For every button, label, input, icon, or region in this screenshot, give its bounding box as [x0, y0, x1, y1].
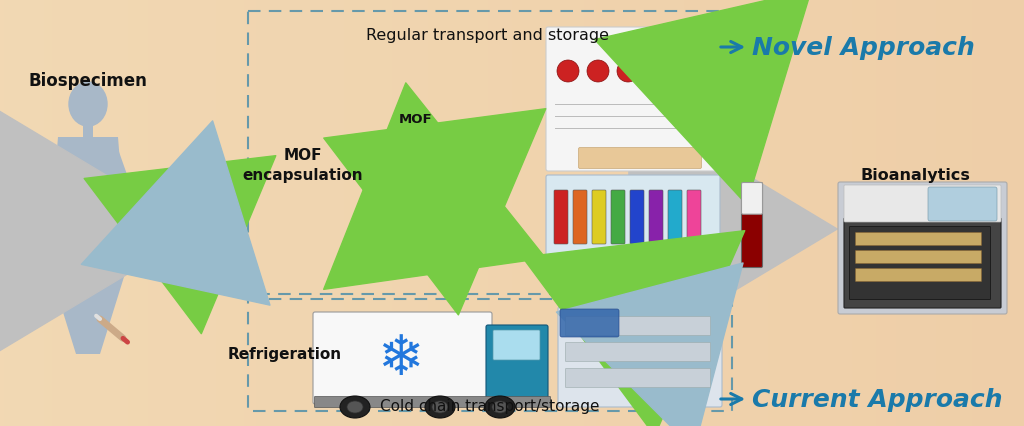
FancyBboxPatch shape: [741, 183, 763, 268]
Ellipse shape: [425, 396, 455, 418]
Text: Biospecimen: Biospecimen: [29, 72, 147, 90]
Text: Regular transport and storage: Regular transport and storage: [367, 28, 609, 43]
FancyBboxPatch shape: [314, 397, 551, 408]
Ellipse shape: [492, 401, 508, 413]
Ellipse shape: [647, 61, 669, 83]
FancyBboxPatch shape: [565, 368, 711, 388]
FancyBboxPatch shape: [592, 190, 606, 245]
FancyBboxPatch shape: [565, 343, 711, 362]
FancyBboxPatch shape: [565, 317, 711, 336]
Polygon shape: [410, 132, 424, 146]
FancyBboxPatch shape: [546, 257, 630, 287]
FancyBboxPatch shape: [558, 307, 722, 407]
Ellipse shape: [340, 396, 370, 418]
FancyBboxPatch shape: [573, 190, 587, 245]
FancyBboxPatch shape: [855, 233, 981, 246]
FancyBboxPatch shape: [838, 183, 1007, 314]
FancyBboxPatch shape: [649, 190, 663, 245]
FancyBboxPatch shape: [313, 312, 492, 404]
FancyBboxPatch shape: [205, 183, 225, 215]
FancyBboxPatch shape: [579, 148, 701, 169]
FancyBboxPatch shape: [855, 251, 981, 264]
Text: ❄: ❄: [377, 332, 423, 386]
FancyBboxPatch shape: [630, 190, 644, 245]
Text: Cold chain transport/storage: Cold chain transport/storage: [380, 398, 600, 413]
FancyBboxPatch shape: [493, 330, 540, 360]
Text: Refrigeration: Refrigeration: [228, 347, 342, 362]
FancyBboxPatch shape: [83, 124, 93, 140]
Text: Bioanalytics: Bioanalytics: [860, 167, 970, 183]
FancyBboxPatch shape: [546, 176, 720, 289]
Ellipse shape: [587, 61, 609, 83]
Ellipse shape: [347, 401, 362, 413]
FancyBboxPatch shape: [611, 190, 625, 245]
Ellipse shape: [432, 401, 449, 413]
Polygon shape: [380, 205, 412, 232]
FancyBboxPatch shape: [205, 183, 225, 268]
FancyBboxPatch shape: [844, 186, 1001, 222]
Ellipse shape: [617, 61, 639, 83]
FancyBboxPatch shape: [668, 190, 682, 245]
Text: MOF: MOF: [399, 113, 433, 126]
Text: MOF
encapsulation: MOF encapsulation: [243, 148, 364, 182]
Text: Current Approach: Current Approach: [752, 387, 1002, 411]
Polygon shape: [404, 130, 426, 150]
FancyBboxPatch shape: [560, 309, 618, 337]
Ellipse shape: [557, 61, 579, 83]
Polygon shape: [48, 138, 128, 354]
Ellipse shape: [69, 83, 106, 127]
Polygon shape: [380, 178, 456, 232]
Text: Novel Approach: Novel Approach: [752, 36, 975, 60]
FancyBboxPatch shape: [850, 227, 990, 300]
Ellipse shape: [485, 396, 515, 418]
FancyBboxPatch shape: [554, 190, 568, 245]
FancyBboxPatch shape: [844, 219, 1001, 308]
FancyBboxPatch shape: [546, 28, 720, 172]
Polygon shape: [108, 150, 148, 245]
Polygon shape: [28, 150, 68, 245]
FancyBboxPatch shape: [855, 269, 981, 282]
FancyBboxPatch shape: [486, 325, 548, 401]
FancyBboxPatch shape: [687, 190, 701, 245]
FancyBboxPatch shape: [741, 183, 763, 215]
FancyBboxPatch shape: [928, 187, 997, 222]
